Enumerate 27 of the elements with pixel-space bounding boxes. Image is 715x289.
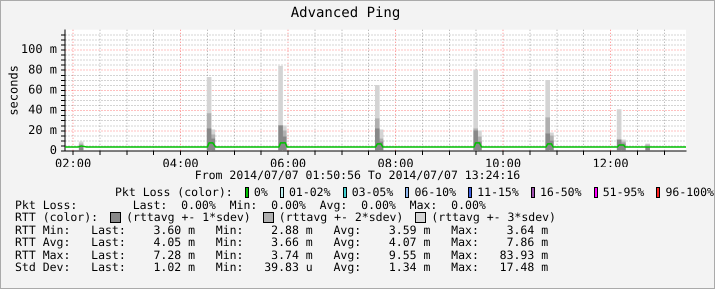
legend-label: 96-100% (665, 185, 714, 199)
y-tick-label: 40 m (28, 102, 57, 117)
text: RTT Avg: Last: 4.05 m Min: 3.66 m Avg: 4.07 m Max: 7.86 m (15, 235, 550, 249)
legend-title: Pkt Loss (color): (115, 185, 233, 199)
legend-label: (rttavg +- 2*sdev) (278, 210, 404, 224)
legend-label: (rttavg +- 1*sdev) (126, 210, 251, 224)
y-tick-label: 0 (50, 143, 57, 158)
legend-label: 01-02% (288, 185, 331, 199)
text: From 2014/07/07 01:50:56 To 2014/07/07 13:24:16 (194, 168, 522, 182)
y-tick-label: 80 m (28, 62, 57, 76)
y-tick-label: 20 m (28, 122, 57, 137)
legend-label: 16-50% (540, 185, 582, 199)
legend-label: 11-15% (477, 185, 519, 199)
legend-label: (rttavg +- 3*sdev) (431, 210, 556, 224)
chart-title: Advanced Ping (290, 5, 400, 22)
text: Pkt Loss: Last: 0.00% Min: 0.00% Avg: 0.00% Max: 0.00% (15, 198, 487, 212)
y-tick-label: 60 m (28, 82, 57, 97)
legend-label: 03-05% (352, 185, 394, 199)
legend-label: 51-95% (602, 185, 644, 199)
text: RTT (color): (15, 210, 98, 224)
text: RTT Max: Last: 7.28 m Min: 3.74 m Avg: 9.55 m Max: 83.93 m (15, 248, 550, 262)
y-tick-label: 100 m (20, 42, 57, 56)
legend-label: 06-10% (414, 185, 456, 199)
y-axis-title: seconds (6, 65, 20, 116)
text: RTT Min: Last: 3.60 m Min: 2.88 m Avg: 3.59 m Max: 3.64 m (15, 222, 550, 236)
text: Std Dev: Last: 1.02 m Min: 39.83 u Avg: 1.34 m Max: 17.48 m (15, 260, 550, 274)
legend-label: 0% (254, 185, 268, 199)
